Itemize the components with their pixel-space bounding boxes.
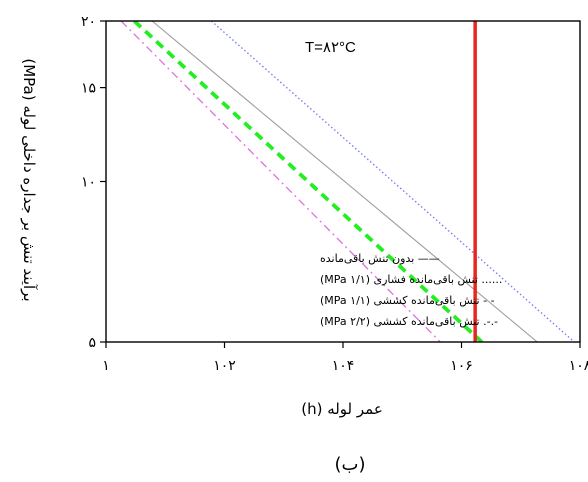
x-tick-label: ۱ [102, 358, 110, 374]
y-tick-label: ۲۰ [81, 14, 96, 30]
series-layer [120, 21, 575, 342]
y-tick-label: ۱۵ [81, 81, 96, 97]
legend: —— بدون تنش باقی‌مانده ...... تنش باقی‌ما… [320, 252, 502, 328]
y-tick-label: ۱۰ [81, 175, 96, 191]
y-axis-title: برآیند تنش بر جداره داخلی لوله (MPa) [20, 58, 38, 301]
x-tick-label: ۱۰۶ [450, 358, 473, 374]
x-axis-title: عمر لوله (h) [301, 400, 383, 418]
series-line-3 [133, 21, 484, 342]
x-tick-label: ۱۰۴ [332, 358, 355, 374]
x-tick-label: ۱۰۲ [213, 358, 236, 374]
legend-item-4: -.-. تنش باقی‌مانده کششی (۲/۲ MPa) [320, 315, 498, 328]
legend-item-3: - - تنش باقی‌مانده کششی (۱/۱ MPa) [320, 294, 495, 307]
ticks-layer: ۱ ۱۰۲ ۱۰۴ ۱۰۶ ۱۰۸ ۵ ۱۰ ۱۵ ۲۰ [81, 14, 588, 374]
temperature-annotation: T=۸۲°C [305, 39, 356, 56]
figure-caption: (ب) [334, 454, 365, 475]
series-line-2 [210, 21, 575, 342]
legend-item-1: —— بدون تنش باقی‌مانده [320, 252, 440, 265]
series-line-4 [120, 21, 441, 342]
y-tick-label: ۵ [88, 335, 96, 351]
legend-item-2: ...... تنش باقی‌مانده فشاری (۱/۱ MPa) [320, 273, 502, 286]
series-line-1 [151, 21, 538, 342]
x-tick-label: ۱۰۸ [569, 358, 588, 374]
